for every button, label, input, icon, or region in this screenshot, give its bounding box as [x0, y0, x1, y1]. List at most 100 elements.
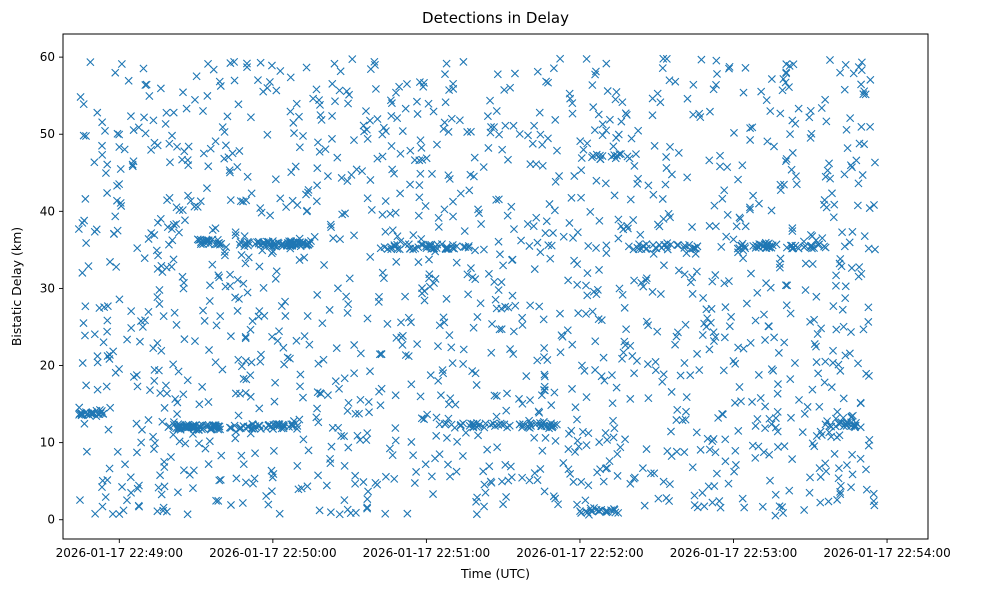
data-point [567, 193, 576, 202]
data-point [432, 413, 441, 422]
data-point [440, 318, 449, 327]
data-point [781, 157, 790, 166]
y-tick-label: 50 [40, 127, 55, 141]
data-point [157, 490, 166, 499]
data-point [322, 481, 331, 490]
data-point [661, 180, 670, 189]
data-point [98, 141, 106, 150]
data-point [616, 149, 625, 158]
data-point [378, 210, 387, 219]
data-point [761, 402, 770, 411]
data-point [698, 331, 707, 339]
data-point [256, 240, 265, 249]
data-point [865, 204, 874, 213]
data-point [490, 277, 499, 286]
data-point [573, 228, 582, 237]
data-point [710, 482, 719, 491]
data-point [225, 168, 234, 177]
data-point [577, 361, 586, 370]
data-point [563, 326, 572, 335]
data-point [785, 61, 794, 70]
data-point [230, 76, 239, 85]
data-point [440, 118, 449, 127]
data-point [196, 197, 205, 206]
data-point [540, 343, 549, 352]
data-point [434, 213, 443, 222]
data-point [859, 90, 868, 99]
data-point [351, 471, 360, 480]
data-point [749, 191, 758, 200]
data-point [548, 228, 557, 237]
data-point [434, 376, 443, 385]
data-point [760, 310, 768, 319]
data-point [375, 350, 384, 359]
data-point [716, 151, 725, 160]
data-point [536, 464, 545, 473]
data-point [535, 302, 544, 311]
data-point [256, 58, 265, 67]
data-point [116, 165, 125, 174]
data-point [739, 88, 748, 97]
data-point [106, 403, 115, 412]
data-point [639, 282, 648, 291]
data-point [583, 508, 592, 517]
data-point [471, 246, 480, 255]
data-point [80, 331, 89, 340]
data-point [295, 143, 304, 152]
data-point [166, 452, 175, 461]
data-point [279, 343, 288, 352]
data-point [699, 293, 708, 302]
data-point [623, 224, 632, 233]
data-point [834, 474, 843, 483]
data-point [241, 332, 250, 341]
data-point [823, 166, 832, 175]
data-point [609, 433, 618, 442]
data-point [718, 410, 727, 419]
data-point [634, 174, 643, 183]
data-point [827, 189, 836, 198]
data-point [860, 87, 869, 96]
data-point [149, 432, 158, 441]
data-point [263, 130, 272, 139]
data-point [821, 172, 830, 181]
data-point [336, 67, 345, 76]
data-point [551, 177, 560, 186]
data-point [220, 154, 229, 163]
data-point [234, 355, 243, 364]
data-point [713, 69, 721, 78]
data-point [781, 78, 790, 87]
data-point [782, 69, 791, 78]
data-point [597, 372, 606, 381]
data-point [172, 219, 181, 228]
data-point [489, 419, 498, 428]
data-point [396, 149, 405, 158]
data-point [849, 69, 858, 78]
data-point [551, 115, 560, 124]
data-point [432, 431, 441, 440]
data-point [366, 175, 375, 184]
data-point [344, 300, 353, 309]
data-point [611, 95, 620, 104]
data-point [228, 149, 237, 158]
data-point [299, 435, 308, 444]
data-point [608, 399, 617, 408]
data-point [774, 348, 783, 357]
data-point [226, 500, 235, 509]
data-point [551, 494, 560, 503]
data-point [239, 279, 248, 288]
data-point [841, 294, 850, 303]
data-point [571, 403, 580, 412]
data-point [211, 224, 220, 233]
data-point [302, 63, 311, 72]
data-point [618, 290, 627, 299]
data-point [255, 404, 264, 413]
data-point [112, 196, 121, 205]
data-point [426, 371, 435, 380]
data-point [720, 279, 729, 288]
data-point [821, 243, 830, 252]
data-point [595, 438, 604, 447]
data-point [658, 377, 667, 386]
data-point [812, 358, 821, 367]
data-point [199, 107, 207, 115]
